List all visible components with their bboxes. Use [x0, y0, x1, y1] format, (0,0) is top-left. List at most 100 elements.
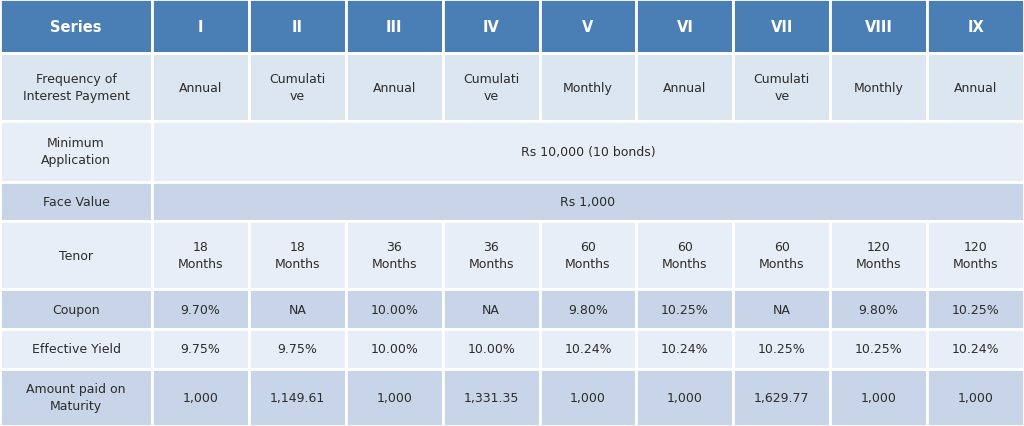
Bar: [249, 222, 346, 290]
Bar: [0, 54, 152, 122]
Bar: [733, 222, 830, 290]
Text: Face Value: Face Value: [43, 196, 110, 209]
Bar: [249, 369, 346, 426]
Text: Tenor: Tenor: [59, 249, 93, 262]
Text: Monthly: Monthly: [854, 81, 903, 95]
Bar: [927, 369, 1024, 426]
Text: Effective Yield: Effective Yield: [32, 343, 121, 355]
Text: 120
Months: 120 Months: [856, 241, 901, 271]
Bar: [442, 0, 540, 54]
Text: Cumulati
ve: Cumulati ve: [269, 73, 326, 103]
Text: 10.25%: 10.25%: [758, 343, 806, 355]
Text: 18
Months: 18 Months: [178, 241, 223, 271]
Bar: [637, 329, 733, 369]
Bar: [540, 0, 637, 54]
Bar: [152, 122, 1024, 182]
Bar: [346, 290, 442, 329]
Bar: [346, 54, 442, 122]
Text: 18
Months: 18 Months: [274, 241, 321, 271]
Text: III: III: [386, 20, 402, 35]
Bar: [442, 369, 540, 426]
Bar: [830, 290, 927, 329]
Bar: [927, 0, 1024, 54]
Text: 10.00%: 10.00%: [371, 343, 418, 355]
Bar: [0, 122, 152, 182]
Text: VII: VII: [771, 20, 793, 35]
Text: 9.80%: 9.80%: [859, 303, 899, 316]
Text: 1,000: 1,000: [861, 391, 897, 404]
Text: Annual: Annual: [373, 81, 416, 95]
Text: 10.00%: 10.00%: [467, 343, 515, 355]
Bar: [346, 0, 442, 54]
Bar: [442, 290, 540, 329]
Text: 9.75%: 9.75%: [278, 343, 317, 355]
Bar: [152, 329, 249, 369]
Bar: [830, 54, 927, 122]
Text: Coupon: Coupon: [52, 303, 99, 316]
Text: 1,000: 1,000: [957, 391, 993, 404]
Text: 1,000: 1,000: [570, 391, 606, 404]
Bar: [346, 222, 442, 290]
Text: Series: Series: [50, 20, 101, 35]
Text: 120
Months: 120 Months: [952, 241, 998, 271]
Text: VIII: VIII: [864, 20, 893, 35]
Text: Minimum
Application: Minimum Application: [41, 137, 111, 167]
Text: Monthly: Monthly: [563, 81, 613, 95]
Text: II: II: [292, 20, 303, 35]
Bar: [733, 329, 830, 369]
Text: 36
Months: 36 Months: [372, 241, 417, 271]
Text: 10.24%: 10.24%: [662, 343, 709, 355]
Bar: [152, 182, 1024, 222]
Bar: [733, 290, 830, 329]
Text: V: V: [583, 20, 594, 35]
Bar: [346, 329, 442, 369]
Bar: [249, 54, 346, 122]
Text: 1,000: 1,000: [376, 391, 412, 404]
Bar: [0, 0, 152, 54]
Bar: [249, 290, 346, 329]
Bar: [540, 54, 637, 122]
Bar: [0, 182, 152, 222]
Text: 9.75%: 9.75%: [180, 343, 220, 355]
Bar: [249, 329, 346, 369]
Bar: [637, 290, 733, 329]
Bar: [637, 222, 733, 290]
Bar: [346, 369, 442, 426]
Text: 60
Months: 60 Months: [759, 241, 805, 271]
Bar: [0, 290, 152, 329]
Text: IV: IV: [482, 20, 500, 35]
Bar: [249, 0, 346, 54]
Text: Cumulati
ve: Cumulati ve: [754, 73, 810, 103]
Text: NA: NA: [773, 303, 791, 316]
Bar: [540, 222, 637, 290]
Text: Annual: Annual: [954, 81, 997, 95]
Text: 10.00%: 10.00%: [371, 303, 418, 316]
Text: NA: NA: [289, 303, 306, 316]
Text: 1,149.61: 1,149.61: [269, 391, 325, 404]
Bar: [733, 54, 830, 122]
Text: 60
Months: 60 Months: [565, 241, 610, 271]
Bar: [152, 0, 249, 54]
Bar: [0, 369, 152, 426]
Bar: [830, 0, 927, 54]
Bar: [0, 329, 152, 369]
Text: IX: IX: [968, 20, 984, 35]
Text: Rs 10,000 (10 bonds): Rs 10,000 (10 bonds): [520, 146, 655, 158]
Bar: [540, 290, 637, 329]
Text: Rs 1,000: Rs 1,000: [560, 196, 615, 209]
Text: 1,629.77: 1,629.77: [754, 391, 810, 404]
Text: 10.25%: 10.25%: [855, 343, 902, 355]
Bar: [733, 0, 830, 54]
Text: 10.25%: 10.25%: [951, 303, 999, 316]
Bar: [927, 290, 1024, 329]
Bar: [540, 329, 637, 369]
Text: Amount paid on
Maturity: Amount paid on Maturity: [27, 383, 126, 412]
Bar: [927, 329, 1024, 369]
Bar: [152, 290, 249, 329]
Bar: [927, 54, 1024, 122]
Text: I: I: [198, 20, 203, 35]
Text: 1,000: 1,000: [667, 391, 702, 404]
Bar: [637, 369, 733, 426]
Text: VI: VI: [677, 20, 693, 35]
Text: 10.24%: 10.24%: [564, 343, 611, 355]
